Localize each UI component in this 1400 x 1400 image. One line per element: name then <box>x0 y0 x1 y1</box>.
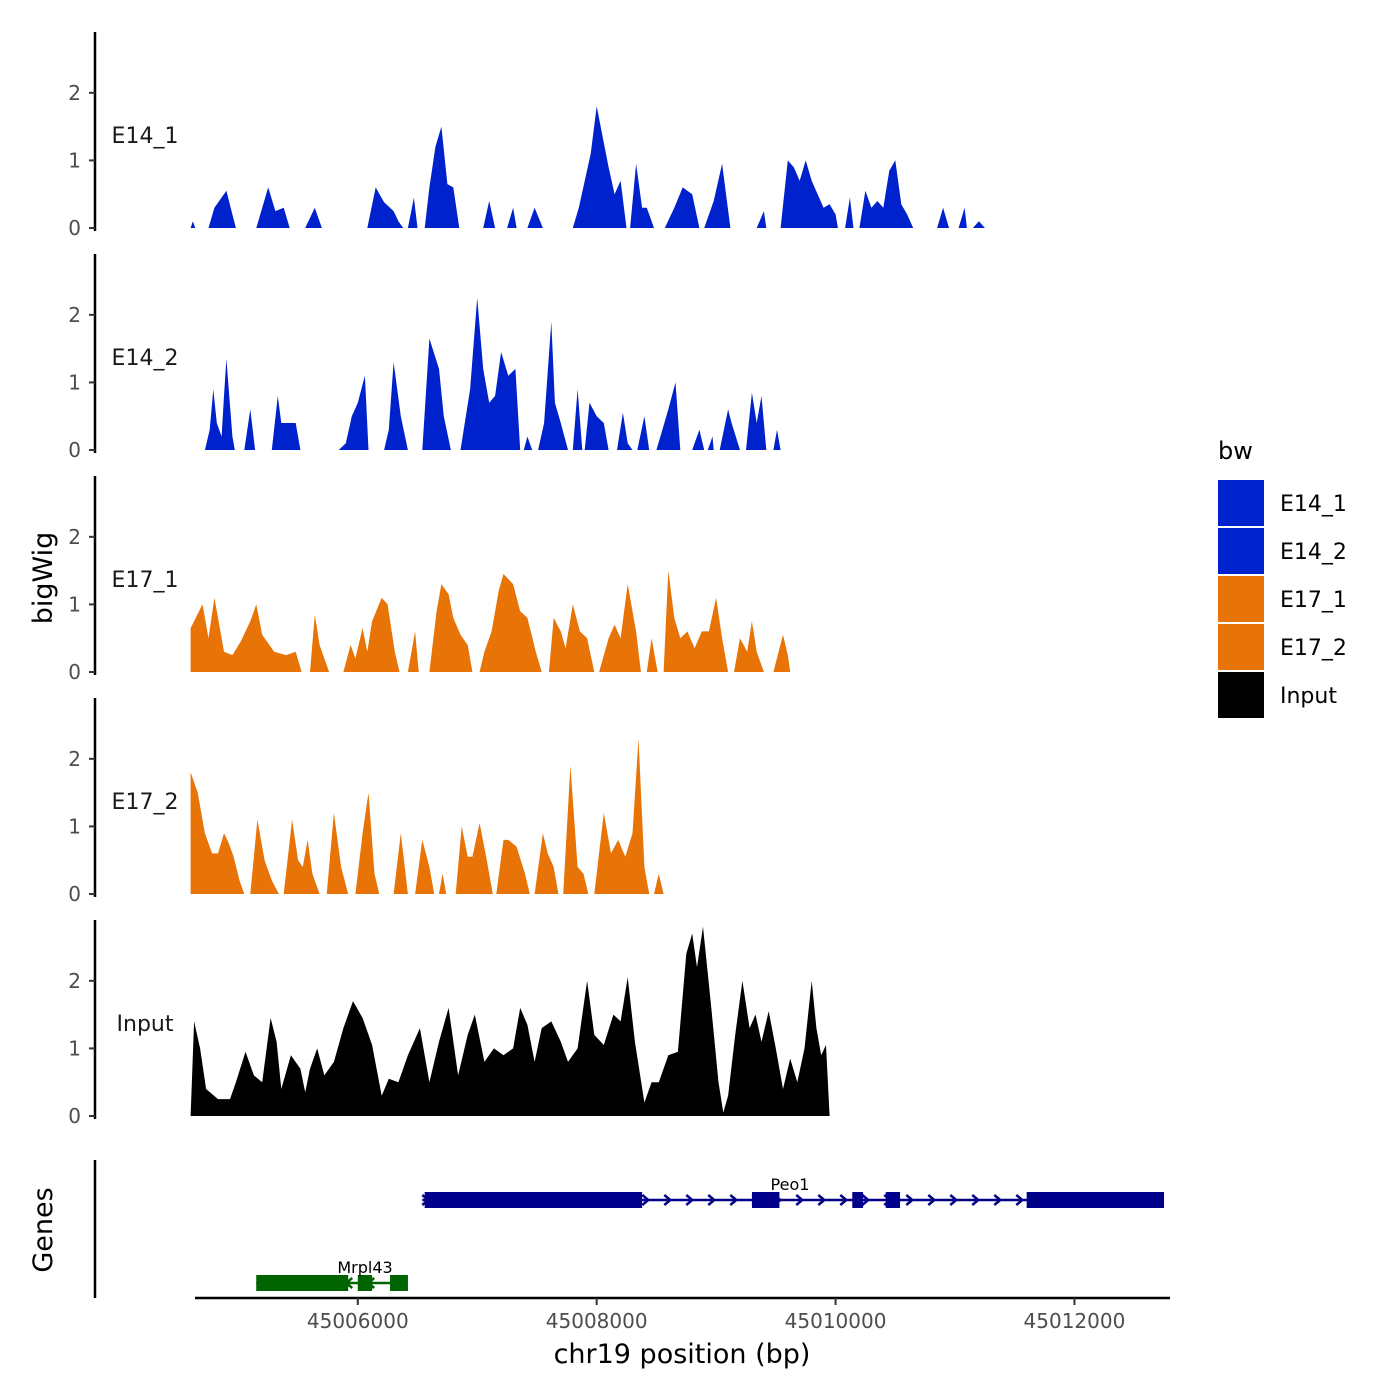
gene-exon <box>751 1192 780 1208</box>
x-tick-label: 45008000 <box>546 1309 648 1333</box>
y-tick-label: 0 <box>68 1104 81 1128</box>
y-tick-label: 1 <box>68 1036 81 1060</box>
strand-arrow <box>685 1194 695 1206</box>
gene-exon <box>256 1275 349 1291</box>
y-tick-label: 0 <box>68 660 81 684</box>
x-axis-title: chr19 position (bp) <box>554 1339 811 1370</box>
coverage-tracks: 0 1 2 E14_1 0 1 2 E14_2 0 1 2 E17_1 0 1 2 E17_2 0 1 2 Input <box>68 32 985 1128</box>
legend-swatch-E14_2 <box>1218 528 1264 574</box>
genes-axis-title: Genes <box>28 1187 59 1272</box>
track-label: E17_2 <box>112 790 179 815</box>
track-label: E17_1 <box>112 568 179 593</box>
strand-arrow <box>641 1194 651 1206</box>
legend-swatch-E17_2 <box>1218 624 1264 670</box>
coverage-area-E14_1 <box>190 106 985 228</box>
genes-panel: Mrpl43 Peo1 <box>93 1160 1165 1298</box>
strand-arrow <box>707 1194 717 1206</box>
y-tick-label: 0 <box>68 438 81 462</box>
legend-swatch-Input <box>1218 672 1264 718</box>
track-E17_1: 0 1 2 E17_1 <box>68 476 791 684</box>
gene-exon <box>390 1275 408 1291</box>
y-tick-label: 2 <box>68 81 81 105</box>
strand-arrow <box>927 1194 937 1206</box>
strand-arrow <box>971 1194 981 1206</box>
legend-swatch-E14_1 <box>1218 480 1264 526</box>
legend-title: bw <box>1218 437 1253 465</box>
x-axis: 45006000 45008000 45010000 45012000 <box>195 1296 1170 1333</box>
x-tick-label: 45006000 <box>307 1309 409 1333</box>
y-tick-label: 0 <box>68 882 81 906</box>
legend: bw E14_1 E14_2 E17_1 E17_2 Input <box>1218 437 1347 718</box>
coverage-area-Input <box>190 926 830 1116</box>
track-label: Input <box>117 1012 174 1037</box>
strand-arrow <box>839 1194 849 1206</box>
track-label: E14_1 <box>112 124 179 149</box>
track-Input: 0 1 2 Input <box>68 920 830 1128</box>
strand-arrow <box>795 1194 805 1206</box>
track-E14_1: 0 1 2 E14_1 <box>68 32 985 240</box>
legend-label: E17_1 <box>1280 588 1347 613</box>
coverage-area-E17_2 <box>190 738 664 894</box>
y-tick-label: 2 <box>68 747 81 771</box>
legend-label: Input <box>1280 684 1337 709</box>
strand-arrow <box>949 1194 959 1206</box>
y-tick-label: 2 <box>68 303 81 327</box>
gene-label: Mrpl43 <box>337 1258 392 1277</box>
y-tick-label: 1 <box>68 370 81 394</box>
track-E17_2: 0 1 2 E17_2 <box>68 698 664 906</box>
gene-label: Peo1 <box>771 1175 810 1194</box>
legend-label: E17_2 <box>1280 636 1347 661</box>
gene-Mrpl43: Mrpl43 <box>256 1258 408 1291</box>
gene-exon <box>885 1192 901 1208</box>
strand-arrow <box>861 1194 871 1206</box>
y-tick-label: 1 <box>68 592 81 616</box>
strand-arrow <box>993 1194 1003 1206</box>
y-axis-title: bigWig <box>28 532 59 625</box>
track-E14_2: 0 1 2 E14_2 <box>68 254 781 462</box>
x-tick-label: 45012000 <box>1024 1309 1126 1333</box>
gene-exon <box>424 1192 643 1208</box>
y-tick-label: 0 <box>68 216 81 240</box>
strand-arrow <box>1015 1194 1025 1206</box>
strand-arrow <box>729 1194 739 1206</box>
y-tick-label: 1 <box>68 148 81 172</box>
strand-arrow <box>663 1194 673 1206</box>
gene-exon <box>357 1275 373 1291</box>
y-tick-label: 2 <box>68 525 81 549</box>
legend-label: E14_1 <box>1280 492 1347 517</box>
legend-swatch-E17_1 <box>1218 576 1264 622</box>
y-tick-label: 2 <box>68 969 81 993</box>
coverage-area-E17_1 <box>190 570 791 672</box>
track-label: E14_2 <box>112 346 179 371</box>
x-tick-label: 45010000 <box>785 1309 887 1333</box>
gene-exon <box>852 1192 864 1208</box>
gene-exon <box>1026 1192 1165 1208</box>
strand-arrow <box>817 1194 827 1206</box>
gene-Peo1: Peo1 <box>421 1175 1165 1208</box>
strand-arrow <box>905 1194 915 1206</box>
y-tick-label: 1 <box>68 814 81 838</box>
legend-label: E14_2 <box>1280 540 1347 565</box>
coverage-area-E14_2 <box>204 297 781 450</box>
